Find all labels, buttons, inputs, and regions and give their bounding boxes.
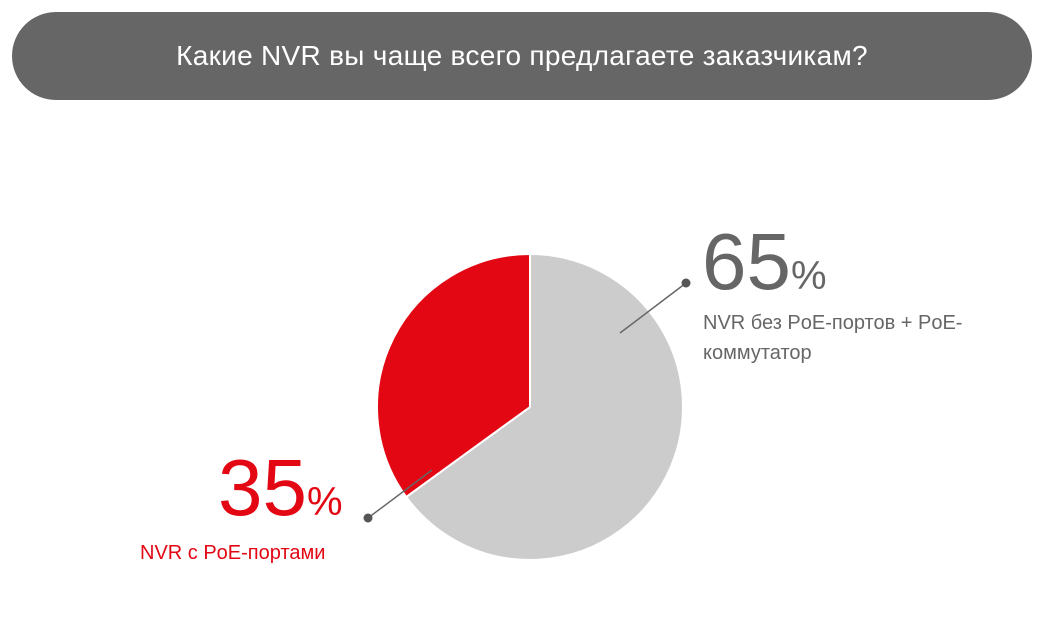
pie (376, 252, 684, 561)
pie-slice (404, 252, 684, 561)
leader-line (367, 469, 433, 519)
value-label: 35% (218, 443, 343, 532)
title-bar: Какие NVR вы чаще всего предлагаете зака… (12, 12, 1032, 100)
category-label: NVR с PoE-портами (140, 542, 326, 564)
category-label: NVR без PoE-портов + PoE-коммутатор (703, 312, 963, 364)
pie-slice (376, 252, 531, 499)
chart-title: Какие NVR вы чаще всего предлагаете зака… (176, 40, 868, 71)
leader-dot (681, 278, 691, 288)
value-label: 65% (702, 217, 827, 306)
leader-dot (363, 513, 373, 523)
leader-line (619, 282, 687, 334)
